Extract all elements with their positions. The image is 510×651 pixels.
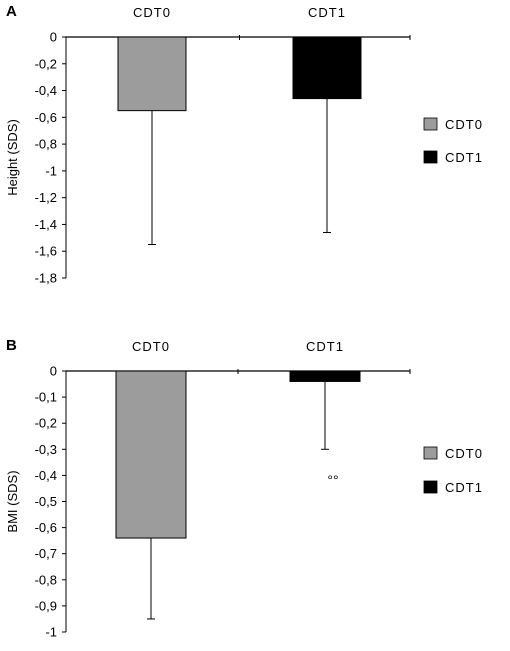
category-label-A-1: CDT1 bbox=[308, 5, 346, 20]
bar-B-CDT0 bbox=[115, 370, 187, 539]
y-tick-label-A-8: -1,6 bbox=[35, 244, 57, 259]
y-tick-label-A-3: -0,6 bbox=[35, 110, 57, 125]
bar-A-CDT1 bbox=[292, 36, 362, 100]
panel-label-B: B bbox=[6, 337, 17, 354]
y-tick-label-B-1: -0,1 bbox=[35, 390, 57, 405]
panel-label-A: A bbox=[6, 3, 17, 20]
legend-swatch-B-1 bbox=[423, 480, 438, 494]
y-tick-label-A-9: -1,8 bbox=[35, 271, 57, 286]
y-tick-label-B-7: -0,7 bbox=[35, 546, 57, 561]
y-axis-label-A: Height (SDS) bbox=[5, 119, 20, 196]
y-tick-label-B-3: -0,3 bbox=[35, 442, 57, 457]
legend-label-A-0: CDT0 bbox=[445, 117, 483, 132]
y-tick-label-A-2: -0,4 bbox=[35, 83, 57, 98]
y-tick-label-B-9: -0,9 bbox=[35, 598, 57, 613]
significance-annotation-B: °° bbox=[327, 472, 338, 488]
legend-swatch-B-0 bbox=[423, 446, 438, 460]
legend-swatch-A-0 bbox=[423, 117, 438, 131]
bar-A-CDT0 bbox=[117, 36, 187, 112]
y-tick-label-A-1: -0,2 bbox=[35, 56, 57, 71]
legend-swatch-A-1 bbox=[423, 150, 438, 164]
y-tick-label-A-6: -1,2 bbox=[35, 190, 57, 205]
y-tick-label-A-7: -1,4 bbox=[35, 217, 57, 232]
y-tick-label-B-5: -0,5 bbox=[35, 494, 57, 509]
y-tick-label-B-0: 0 bbox=[50, 364, 57, 379]
y-tick-label-B-2: -0,2 bbox=[35, 416, 57, 431]
y-tick-label-A-5: -1 bbox=[45, 163, 57, 178]
category-label-B-1: CDT1 bbox=[306, 339, 344, 354]
y-tick-label-B-8: -0,8 bbox=[35, 572, 57, 587]
legend-label-B-0: CDT0 bbox=[445, 446, 483, 461]
y-axis-label-B: BMI (SDS) bbox=[5, 470, 20, 532]
y-tick-label-A-0: 0 bbox=[50, 30, 57, 45]
y-tick-label-A-4: -0,8 bbox=[35, 137, 57, 152]
y-tick-label-B-4: -0,4 bbox=[35, 468, 57, 483]
y-tick-label-B-10: -1 bbox=[45, 625, 57, 640]
category-label-A-0: CDT0 bbox=[133, 5, 171, 20]
y-tick-label-B-6: -0,6 bbox=[35, 520, 57, 535]
legend-label-A-1: CDT1 bbox=[445, 150, 483, 165]
legend-label-B-1: CDT1 bbox=[445, 480, 483, 495]
category-label-B-0: CDT0 bbox=[132, 339, 170, 354]
bar-B-CDT1 bbox=[289, 370, 361, 382]
